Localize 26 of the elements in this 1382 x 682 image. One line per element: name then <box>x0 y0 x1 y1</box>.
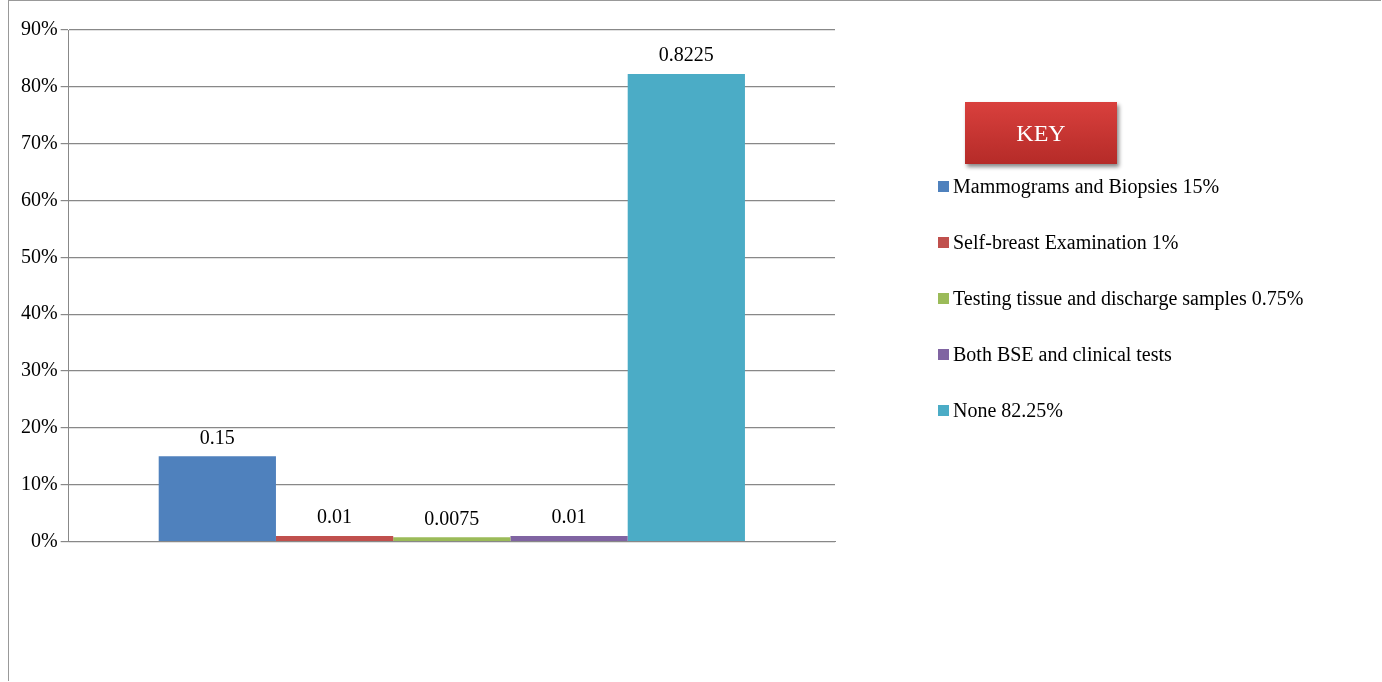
y-tick-label: 70% <box>20 130 58 153</box>
bar <box>510 535 628 541</box>
bar <box>158 456 276 541</box>
data-label: 0.01 <box>317 505 353 528</box>
bar <box>627 74 745 541</box>
bar <box>275 535 394 541</box>
legend-label: None 82.25% <box>953 399 1063 421</box>
y-tick-label: 0% <box>30 528 58 551</box>
y-tick-label: 50% <box>20 244 58 267</box>
legend-label: Both BSE and clinical tests <box>953 343 1172 365</box>
y-tick-label: 80% <box>20 74 58 97</box>
data-label: 0.8225 <box>658 43 714 66</box>
y-tick-label: 30% <box>20 358 58 381</box>
y-tick-label: 90% <box>20 17 58 40</box>
y-tick-label: 20% <box>20 415 58 438</box>
legend-label: Testing tissue and discharge samples 0.75% <box>953 287 1304 309</box>
data-label: 0.0075 <box>424 506 480 529</box>
bar <box>393 537 511 541</box>
data-label: 0.01 <box>551 505 587 528</box>
y-tick-label: 40% <box>20 301 58 324</box>
data-label: 0.15 <box>199 425 235 448</box>
y-tick-label: 60% <box>20 187 58 210</box>
legend-label: Self-breast Examination 1% <box>953 231 1179 253</box>
y-tick-label: 10% <box>20 472 58 495</box>
legend-title: KEY <box>965 102 1117 164</box>
legend-label: Mammograms and Biopsies 15% <box>953 175 1220 197</box>
